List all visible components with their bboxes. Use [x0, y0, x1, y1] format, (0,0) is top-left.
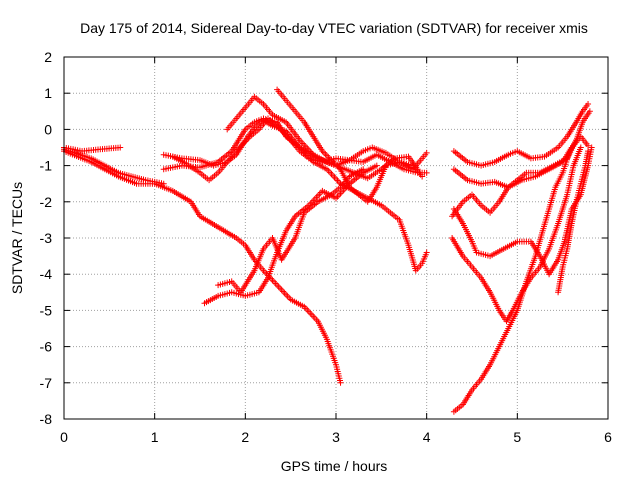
y-tick-label: -3 — [40, 230, 53, 246]
data-points — [61, 86, 595, 415]
series-track-10 — [215, 166, 367, 296]
data-point-markers — [61, 146, 167, 187]
y-tick-label: -5 — [40, 302, 53, 318]
y-tick-label: -7 — [40, 375, 53, 391]
grid-lines — [64, 57, 608, 419]
x-tick-label: 1 — [151, 429, 159, 445]
x-tick-label: 4 — [423, 429, 431, 445]
data-point-markers — [274, 86, 430, 205]
series-track-9 — [201, 162, 380, 307]
chart-title: Day 175 of 2014, Sidereal Day-to-day VTE… — [80, 20, 588, 36]
data-point-markers — [61, 148, 344, 386]
series-track-7 — [224, 93, 430, 176]
data-point-markers — [215, 166, 367, 296]
x-tick-label: 6 — [604, 429, 612, 445]
x-tick-label: 3 — [332, 429, 340, 445]
data-point-markers — [224, 93, 430, 176]
axis-ticks: 0 1 2 3 4 5 6 2 1 0 -1 -2 -3 -4 -5 -6 -7 -8 — [40, 49, 613, 445]
series-track-11 — [450, 101, 592, 169]
data-point-markers — [201, 162, 380, 307]
y-tick-label: -2 — [40, 194, 53, 210]
x-tick-label: 5 — [513, 429, 521, 445]
plot-frame — [63, 56, 609, 420]
series-track-2 — [61, 146, 167, 187]
data-point-markers — [450, 144, 595, 278]
series-track-16 — [450, 137, 580, 415]
y-tick-label: 2 — [44, 49, 52, 65]
y-tick-label: -8 — [40, 411, 53, 427]
series-track-3 — [61, 148, 344, 386]
y-tick-label: 0 — [44, 121, 52, 137]
y-tick-label: -6 — [40, 339, 53, 355]
series-track-14 — [450, 144, 595, 278]
x-tick-label: 0 — [60, 429, 68, 445]
series-track-17 — [555, 148, 592, 296]
y-axis-label: SDTVAR / TECUs — [9, 182, 25, 294]
y-tick-label: 1 — [44, 85, 52, 101]
x-axis-label: GPS time / hours — [281, 458, 388, 474]
y-tick-label: -4 — [40, 266, 53, 282]
data-point-markers — [555, 148, 592, 296]
data-point-markers — [449, 108, 593, 220]
series-track-8 — [274, 86, 430, 205]
data-point-markers — [450, 137, 580, 415]
series-track-13 — [449, 108, 593, 220]
y-tick-label: -1 — [40, 158, 53, 174]
data-point-markers — [450, 101, 592, 169]
x-tick-label: 2 — [241, 429, 249, 445]
